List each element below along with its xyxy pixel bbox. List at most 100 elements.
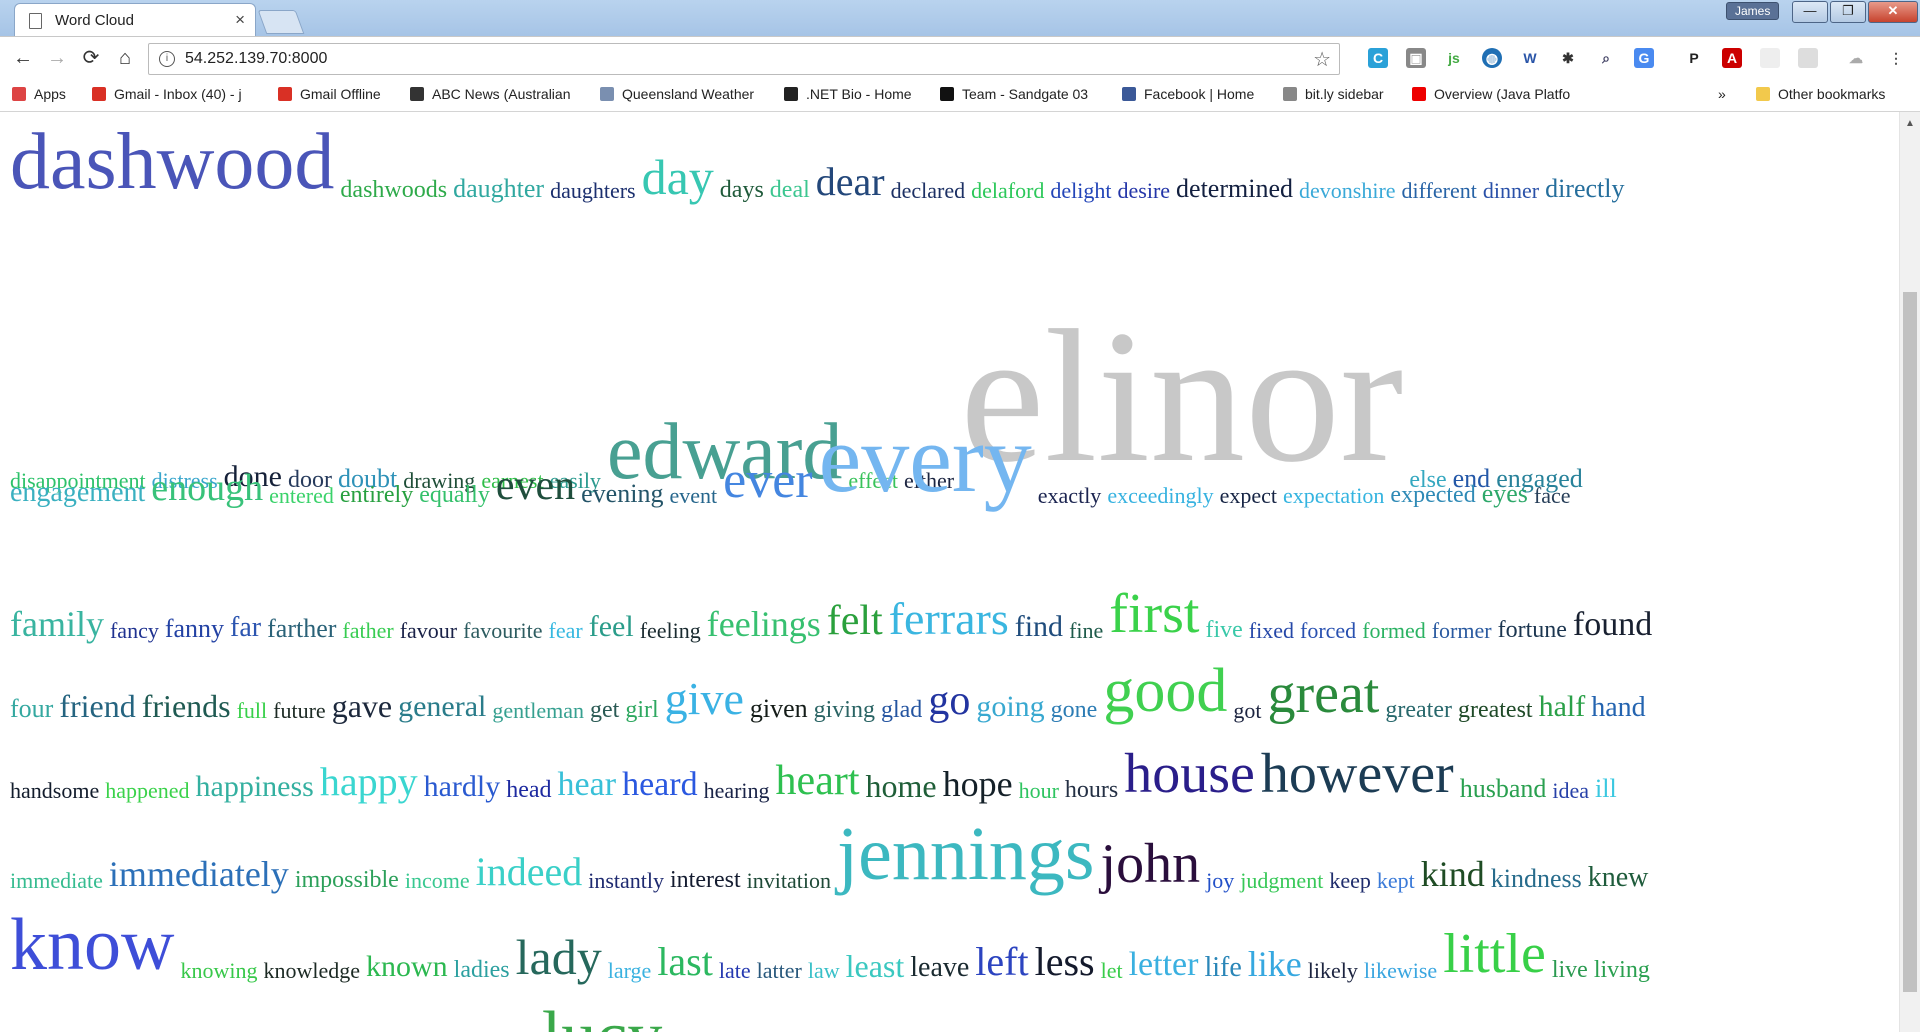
word: four [10, 694, 54, 723]
bookmark-label: ABC News (Australian [432, 86, 571, 102]
word: doubt [337, 464, 398, 493]
folder-icon [1756, 87, 1770, 101]
word-cloud-row: immediate immediately impossible income inde… [10, 812, 1890, 892]
word: income [404, 868, 470, 893]
word: fortune [1497, 617, 1567, 643]
word: friends [141, 688, 231, 724]
word: known [365, 950, 448, 983]
extension-c-icon[interactable]: C [1368, 48, 1388, 68]
chrome-menu-icon[interactable]: ⋮ [1886, 48, 1906, 68]
forward-arrow-icon[interactable]: → [47, 47, 67, 69]
bookmark-item[interactable]: Overview (Java Platfo [1412, 86, 1570, 102]
word: hope [942, 764, 1013, 804]
gmail-icon [278, 87, 292, 101]
word: left [975, 939, 1029, 984]
word: little [1443, 923, 1546, 985]
word: devonshire [1299, 178, 1396, 203]
back-arrow-icon[interactable]: ← [13, 47, 33, 69]
bookmark-item[interactable]: .NET Bio - Home [784, 86, 912, 102]
bookmark-label: Gmail - Inbox (40) - j [114, 86, 242, 102]
word: first [1109, 583, 1200, 645]
word-cloud-row: handsome happened happiness happy hardly head… [10, 732, 1890, 802]
vertical-scrollbar[interactable]: ▲ [1899, 112, 1920, 1032]
extension-js-icon[interactable]: js [1444, 48, 1464, 68]
apps-grid-icon [12, 87, 26, 101]
word: heart [775, 758, 860, 804]
bookmark-item[interactable]: Gmail Offline [278, 86, 381, 102]
word: letter [1128, 946, 1199, 983]
bookmark-item[interactable]: Gmail - Inbox (40) - j [92, 86, 242, 102]
profile-button[interactable]: James [1726, 2, 1780, 20]
word: john [1100, 833, 1201, 895]
scrollbar-thumb[interactable] [1903, 292, 1917, 992]
browser-tab[interactable]: Word Cloud × [14, 3, 256, 37]
word: going [976, 690, 1045, 723]
word: live [1551, 957, 1588, 983]
bookmark-item[interactable]: Apps [12, 86, 66, 102]
extension-translate-icon[interactable]: G [1634, 48, 1654, 68]
extension-puzzle-icon[interactable] [1798, 48, 1818, 68]
bookmark-item[interactable]: Facebook | Home [1122, 86, 1254, 102]
word: large [607, 958, 652, 983]
extension-p-icon[interactable]: P [1684, 48, 1704, 68]
close-window-button[interactable]: ✕ [1868, 1, 1918, 23]
extension-bug-icon[interactable]: ✱ [1558, 48, 1578, 68]
extension-w-icon[interactable]: W [1520, 48, 1540, 68]
word: knowledge [263, 958, 360, 983]
reload-icon[interactable]: ⟳ [82, 47, 100, 69]
word: heard [622, 766, 698, 803]
weather-icon [600, 87, 614, 101]
extension-gift-icon[interactable]: ▣ [1406, 48, 1426, 68]
word: hear [557, 766, 617, 803]
word: edward [606, 408, 843, 496]
extension-magnifier-icon[interactable]: ⌕ [1596, 48, 1616, 68]
bookmarks-bar: Apps Gmail - Inbox (40) - j Gmail Offline A… [0, 80, 1920, 112]
word: else [1409, 467, 1447, 493]
word: last [657, 939, 713, 984]
word: engaged [1496, 464, 1583, 493]
word: lucy [542, 1002, 663, 1032]
word: life [1204, 952, 1242, 983]
extension-globe-icon[interactable]: ◍ [1482, 48, 1502, 68]
word: ladies [453, 957, 510, 983]
word: find [1014, 610, 1064, 643]
word: like [1247, 944, 1302, 984]
home-icon[interactable]: ⌂ [118, 47, 132, 69]
word: earnest [481, 468, 544, 493]
word: engagement [10, 477, 146, 508]
url-text[interactable]: 54.252.139.70:8000 [185, 50, 328, 67]
word-cloud-row: four friend friends full future gave general ge… [10, 652, 1890, 722]
word: gone [1050, 697, 1098, 723]
bookmark-item[interactable]: bit.ly sidebar [1283, 86, 1384, 102]
tab-close-icon[interactable]: × [235, 10, 245, 29]
word: impossible [294, 867, 399, 893]
address-bar[interactable]: i 54.252.139.70:8000 ☆ [148, 43, 1340, 75]
word: done [223, 460, 282, 493]
word-cloud-row: dashwood dashwoods daughter daughters day day… [10, 112, 1890, 202]
word: gave [331, 688, 393, 724]
word: drawing [403, 468, 476, 493]
bookmark-item[interactable]: Team - Sandgate 03 [940, 86, 1088, 102]
new-tab-button[interactable] [257, 10, 305, 34]
bookmark-star-icon[interactable]: ☆ [1313, 49, 1331, 71]
word: family [10, 604, 104, 644]
extension-pdf-icon[interactable]: A [1722, 48, 1742, 68]
bookmark-item[interactable]: Queensland Weather [600, 86, 754, 102]
word: happy [319, 759, 418, 804]
word: enough [151, 467, 264, 509]
word: made [668, 1028, 763, 1032]
bookmark-label: Facebook | Home [1144, 86, 1255, 102]
gmail-icon [92, 87, 106, 101]
scroll-up-arrow-icon[interactable]: ▲ [1905, 118, 1915, 129]
bookmark-item[interactable]: ABC News (Australian [410, 86, 571, 102]
minimize-button[interactable]: — [1792, 1, 1828, 23]
extension-blank-icon[interactable] [1760, 48, 1780, 68]
maximize-button[interactable]: ❐ [1830, 1, 1866, 23]
bookmarks-overflow-icon[interactable]: » [1718, 86, 1726, 102]
extension-cloud-icon[interactable]: ☁ [1846, 48, 1866, 68]
word: hour [1018, 778, 1059, 803]
site-info-icon[interactable]: i [159, 51, 175, 67]
word: good [1103, 657, 1228, 725]
other-bookmarks[interactable]: Other bookmarks [1756, 86, 1885, 102]
word: fine [1069, 618, 1104, 643]
